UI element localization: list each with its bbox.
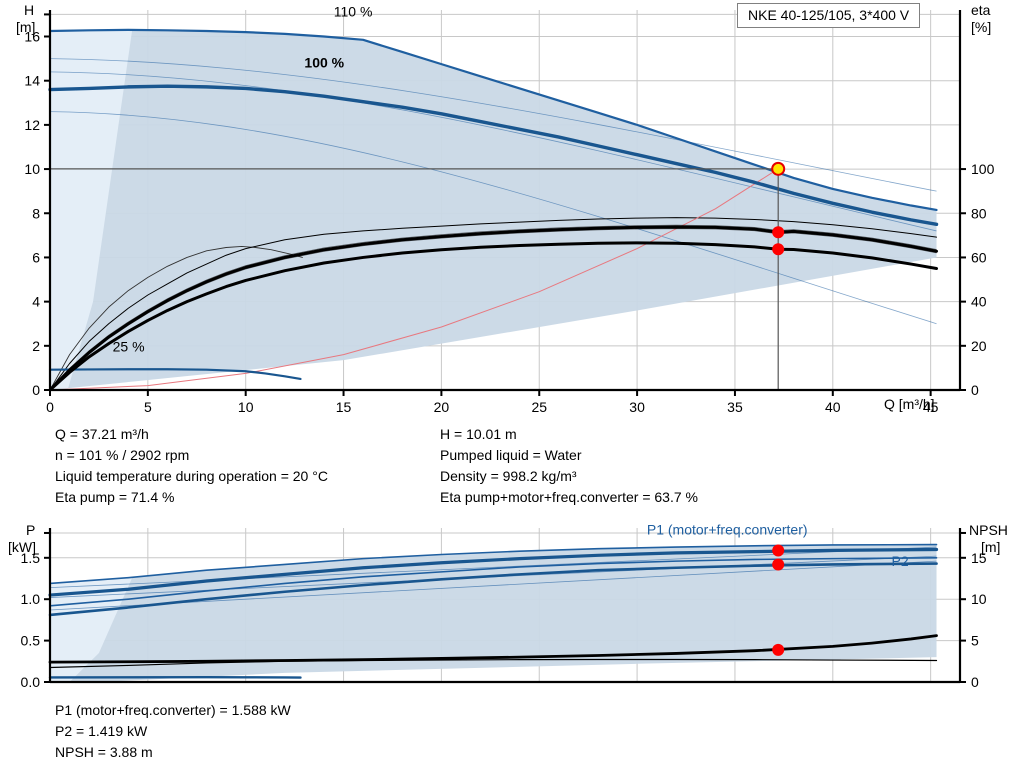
curve-h-curve-25 — [48, 368, 302, 381]
h-axis-title-line2: [m] — [16, 19, 36, 35]
info-q: Q = 37.21 m³/h — [55, 426, 149, 442]
x-tick-label: 10 — [238, 399, 254, 415]
curve-p-thin-low-curve — [49, 658, 938, 669]
duty-point-eta-total[interactable] — [772, 243, 785, 256]
y-tick-label: 0.5 — [21, 633, 41, 649]
speed-range-band-light — [50, 29, 133, 390]
info-eta-total: Eta pump+motor+freq.converter = 63.7 % — [440, 489, 698, 505]
y-tick-label: 1.0 — [21, 591, 41, 607]
y2-tick-label: 100 — [971, 161, 995, 177]
x-tick-label: 0 — [46, 399, 54, 415]
y-tick-label: 10 — [24, 161, 40, 177]
duty-point-eta-pump[interactable] — [772, 226, 785, 239]
curve-label-110-percent: 110 % — [334, 4, 373, 20]
eta-axis-title-line1: eta — [971, 2, 991, 18]
info-density: Density = 998.2 kg/m³ — [440, 468, 577, 484]
y-tick-label: 12 — [24, 117, 40, 133]
x-tick-label: 45 — [923, 399, 939, 415]
h-axis-title-line1: H — [24, 2, 35, 18]
info-temp: Liquid temperature during operation = 20… — [55, 468, 328, 484]
y2-tick-label: 20 — [971, 338, 987, 354]
x-tick-label: 20 — [434, 399, 450, 415]
intermediate-speed-curve — [49, 111, 937, 325]
y2-tick-label: 0 — [971, 674, 979, 690]
y-tick-label: 6 — [32, 249, 40, 265]
info-p2: P2 = 1.419 kW — [55, 723, 148, 739]
head-efficiency-chart: 0 2 4 6 8 10 12 14 16 0 20 40 60 80 100 0 5 10 15 20 25 30 35 4… — [24, 4, 995, 415]
duty-point-npsh[interactable] — [772, 643, 785, 656]
intermediate-power-curve — [49, 560, 937, 611]
x-tick-label: 40 — [825, 399, 841, 415]
operating-info-left: Q = 37.21 m³/h n = 101 % / 2902 rpm Liqu… — [55, 424, 328, 508]
curve-system-duty-curve — [49, 168, 779, 391]
y-tick-label: 0 — [32, 382, 40, 398]
speed-range-band — [50, 29, 937, 390]
curve-p2 — [48, 562, 938, 617]
power-npsh-chart: 0.0 0.5 1.0 1.5 0 5 10 15 P1 (motor+freq.convert… — [0, 520, 1024, 700]
intermediate-speed-curve — [49, 71, 937, 232]
pump-model-title: NKE 40-125/105, 3*400 V — [737, 3, 921, 28]
info-p1: P1 (motor+freq.converter) = 1.588 kW — [55, 702, 291, 718]
curve-p1-motor-freq-converter-upper-band — [49, 543, 938, 585]
info-eta-pump: Eta pump = 71.4 % — [55, 489, 175, 505]
curve-h-curve-100 — [48, 84, 939, 226]
duty-point-p2[interactable] — [772, 558, 785, 571]
curve-npsh — [48, 634, 938, 664]
eta-axis-title-line2: [%] — [971, 19, 992, 35]
y-tick-label: 8 — [32, 205, 40, 221]
head-efficiency-plot: 0 2 4 6 8 10 12 14 16 0 20 40 60 80 100 0 5 10 15 20 25 30 35 4… — [24, 4, 995, 415]
p-axis-title-line1: P — [26, 522, 36, 538]
curve-h-curve-110 — [48, 28, 938, 212]
x-tick-label: 15 — [336, 399, 352, 415]
duty-point-p1[interactable] — [772, 544, 785, 557]
curve-label-25-percent: 25 % — [113, 338, 145, 354]
y2-tick-label: 80 — [971, 205, 987, 221]
power-npsh-plot: 0.0 0.5 1.0 1.5 0 5 10 15 P1 (motor+freq.convert… — [21, 522, 987, 690]
curve-p2-upper — [49, 557, 938, 607]
info-h: H = 10.01 m — [440, 426, 517, 442]
y2-tick-label: 0 — [971, 382, 979, 398]
x-tick-label: 30 — [629, 399, 645, 415]
curve-p1-motor-freq-converter — [48, 547, 939, 597]
intermediate-speed-curve — [49, 58, 937, 192]
y-tick-label: 1.5 — [21, 550, 41, 566]
duty-point-head[interactable] — [771, 161, 786, 176]
curve-label-p1: P1 (motor+freq.converter) — [647, 522, 808, 538]
y-tick-label: 4 — [32, 294, 40, 310]
x-tick-label: 35 — [727, 399, 743, 415]
curve-label-100-percent: 100 % — [304, 54, 344, 70]
power-range-band — [50, 544, 937, 682]
curve-label-p2: P2 — [892, 553, 909, 569]
q-axis-title: Q [m³/h] — [884, 396, 935, 412]
y-tick-label: 2 — [32, 338, 40, 354]
operating-info-right: H = 10.01 m Pumped liquid = Water Densit… — [440, 424, 698, 508]
y2-tick-label: 5 — [971, 633, 979, 649]
p-axis-title-line2: [kW] — [8, 539, 36, 555]
x-tick-label: 25 — [531, 399, 547, 415]
npsh-axis-title-line2: [m] — [981, 539, 1001, 555]
y2-tick-label: 60 — [971, 249, 987, 265]
info-speed: n = 101 % / 2902 rpm — [55, 447, 190, 463]
x-tick-label: 5 — [144, 399, 152, 415]
y-tick-label: 14 — [24, 73, 40, 89]
y2-tick-label: 40 — [971, 294, 987, 310]
y-tick-label: 0.0 — [21, 674, 41, 690]
info-npsh: NPSH = 3.88 m — [55, 744, 153, 760]
curve-small-thin-arc-curve — [49, 245, 303, 391]
operating-info-bottom: P1 (motor+freq.converter) = 1.588 kW P2 … — [55, 700, 291, 763]
y2-tick-label: 15 — [971, 550, 987, 566]
npsh-axis-title-line1: NPSH — [969, 522, 1008, 538]
curve-eta-pump-max-thin — [49, 217, 938, 391]
y2-tick-label: 10 — [971, 591, 987, 607]
y-tick-label: 16 — [24, 29, 40, 45]
info-liquid: Pumped liquid = Water — [440, 447, 582, 463]
